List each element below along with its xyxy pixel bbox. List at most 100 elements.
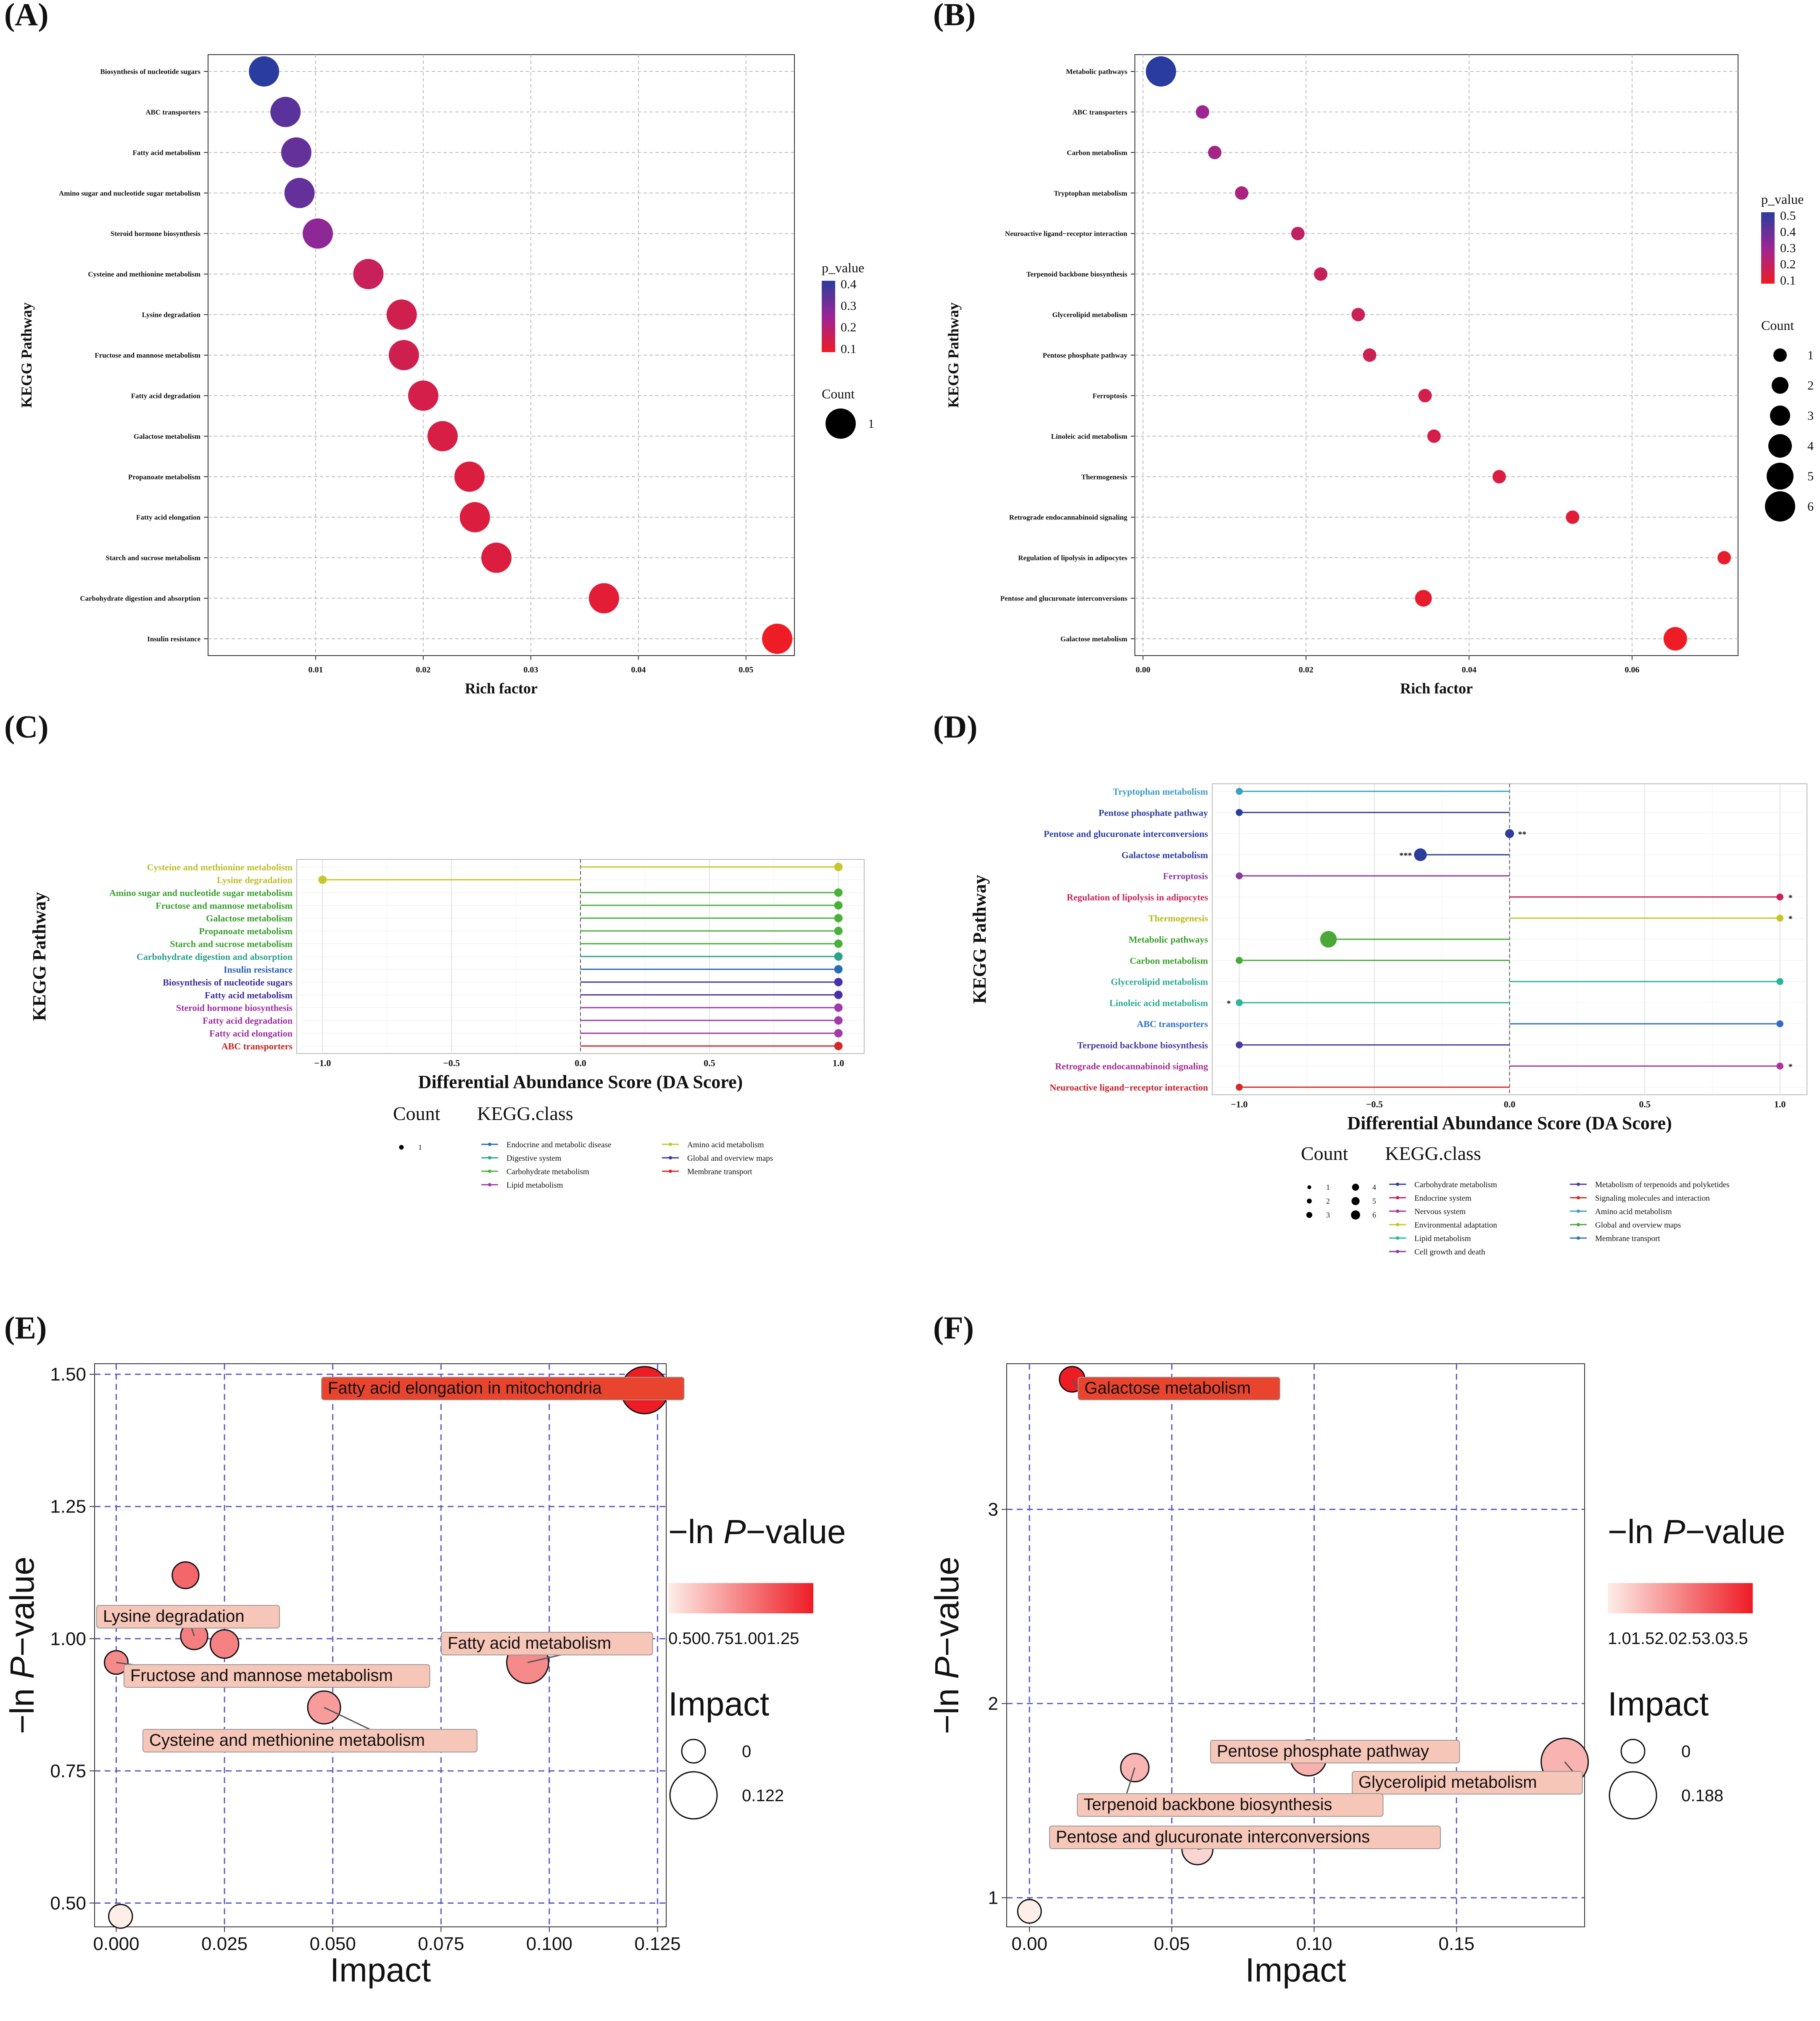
legend-class-dot — [1396, 1223, 1399, 1226]
y-tick-label: Glycerolipid metabolism — [1052, 311, 1127, 319]
y-tick-label: Galactose metabolism — [134, 432, 200, 440]
x-tick-label: −1.0 — [314, 1058, 331, 1068]
legend-color-tick: 0.1 — [1780, 274, 1796, 287]
legend-title-italic: P — [1663, 1513, 1685, 1550]
y-tick-label: 1 — [988, 1888, 998, 1908]
legend-size-dot — [1765, 491, 1795, 522]
y-tick-label: Pentose phosphate pathway — [1043, 351, 1128, 359]
legend-class-dot — [1396, 1250, 1399, 1253]
legend-color-ticks: 1.01.52.02.53.03.5 — [1608, 1629, 1748, 1648]
legend-count-dot — [399, 1145, 404, 1150]
y-tick-label: Galactose metabolism — [206, 913, 293, 924]
plot-border — [1006, 1363, 1585, 1927]
significance-mark: * — [1227, 999, 1231, 1008]
legend-class-label: Nervous system — [1414, 1207, 1466, 1216]
data-point — [408, 380, 438, 411]
x-tick-label: 1.0 — [833, 1058, 844, 1068]
lollipop-dot — [1776, 1020, 1783, 1028]
y-tick-label: 0.75 — [50, 1761, 86, 1781]
lollipop-dot — [834, 939, 843, 948]
data-point — [388, 340, 419, 370]
x-axis-title: Impact — [1245, 1951, 1346, 1989]
legend-size-tick: 5 — [1807, 469, 1814, 483]
lollipop-dot — [834, 1029, 843, 1038]
panel-label: (F) — [933, 1310, 974, 1346]
data-point — [1314, 267, 1328, 281]
bubble — [108, 1904, 133, 1929]
y-tick-label: Steroid hormone biosynthesis — [111, 230, 200, 238]
x-tick-label: 0.125 — [634, 1934, 681, 1954]
label-box — [1352, 1771, 1583, 1794]
label-box — [1049, 1826, 1441, 1849]
lollipop-dot — [1236, 956, 1243, 964]
y-tick-label: 3 — [988, 1499, 998, 1520]
y-tick-label: Fatty acid elongation — [136, 514, 201, 522]
y-tick-label: Carbohydrate digestion and absorption — [137, 951, 293, 962]
panel-label: (B) — [933, 0, 976, 32]
bubble — [209, 1629, 240, 1659]
y-tick-label: Cysteine and methionine metabolism — [88, 270, 200, 278]
lollipop-dot — [1776, 893, 1783, 901]
legend-count-title: Count — [393, 1103, 440, 1124]
legend-class-label: Lipid metabolism — [506, 1181, 563, 1190]
x-tick-label: 0.00 — [1011, 1934, 1047, 1954]
chart-d: −1.0 −0.5 0.0 0.5 1.0 Tryptophan metabolism Pe… — [969, 783, 1807, 1257]
x-tick-label: 0.02 — [1299, 665, 1314, 675]
legend-class-label: Lipid metabolism — [1414, 1234, 1471, 1243]
data-point — [1566, 510, 1580, 524]
y-tick-label: Neuroactive ligand−receptor interaction — [1050, 1082, 1208, 1093]
y-tick-label: Pentose and glucuronate interconversions — [1000, 595, 1127, 603]
lollipop-dot — [834, 863, 843, 871]
label-box — [1210, 1740, 1460, 1763]
legend-size-tick: 0 — [742, 1742, 751, 1761]
legend-class-label: Membrane transport — [687, 1167, 752, 1176]
lollipop-dot — [834, 1016, 843, 1025]
x-tick-label: 0.15 — [1438, 1934, 1474, 1954]
y-title-part: −value — [928, 1557, 965, 1657]
data-point — [386, 299, 417, 330]
legend-class-label: Carbohydrate metabolism — [1414, 1180, 1497, 1189]
y-tick-label: 1.25 — [50, 1497, 86, 1517]
legend-count-dot — [1307, 1199, 1312, 1204]
data-point — [1663, 627, 1687, 651]
y-tick-label: Tryptophan metabolism — [1054, 189, 1127, 197]
data-point — [588, 583, 619, 614]
label-text: Pentose and glucuronate interconversions — [1056, 1828, 1370, 1846]
y-tick-label: 0.50 — [50, 1893, 86, 1913]
legend-count-tick: 3 — [1326, 1211, 1330, 1219]
y-tick-label: Starch and sucrose metabolism — [170, 939, 293, 949]
lollipop-dot — [834, 888, 843, 897]
legend-size-dot — [1768, 434, 1792, 458]
legend-class-dot — [669, 1156, 672, 1159]
lollipop-dot — [834, 901, 843, 910]
y-tick-label: Glycerolipid metabolism — [1111, 977, 1208, 987]
y-title-part: −ln — [3, 1679, 41, 1734]
label-box — [124, 1664, 430, 1688]
legend-class-label: Metabolism of terpenoids and polyketides — [1595, 1180, 1730, 1189]
y-tick-label: Metabolic pathways — [1066, 68, 1127, 76]
legend-color-tick: 0.4 — [841, 277, 857, 291]
legend-color-title: p_value — [822, 260, 864, 275]
legend-title-part: −ln — [668, 1513, 723, 1550]
y-tick-label: Terpenoid backbone biosynthesis — [1026, 270, 1128, 278]
data-point — [1195, 105, 1209, 119]
lollipop-dot — [834, 927, 843, 935]
data-point — [1427, 429, 1441, 443]
legend-class-dot — [1396, 1183, 1399, 1186]
significance-mark: *** — [1399, 851, 1412, 860]
legend-count-dot — [1351, 1210, 1360, 1220]
data-point — [1415, 590, 1432, 607]
x-axis-title: Impact — [330, 1951, 431, 1989]
legend-size-tick: 0 — [1681, 1742, 1691, 1761]
plot-border — [94, 1363, 667, 1927]
x-tick-label: 0.01 — [308, 665, 323, 675]
legend-size-tick: 4 — [1807, 439, 1814, 453]
y-tick-label: ABC transporters — [222, 1041, 293, 1051]
legend-class-label: Amino acid metabolism — [687, 1141, 764, 1149]
legend-class-dot — [669, 1170, 672, 1173]
legend-class-dot — [488, 1143, 491, 1146]
label-box — [96, 1605, 280, 1628]
legend-class-dot — [1577, 1223, 1580, 1226]
lollipop-dot — [834, 952, 843, 961]
legend-class-dot — [1396, 1236, 1399, 1240]
